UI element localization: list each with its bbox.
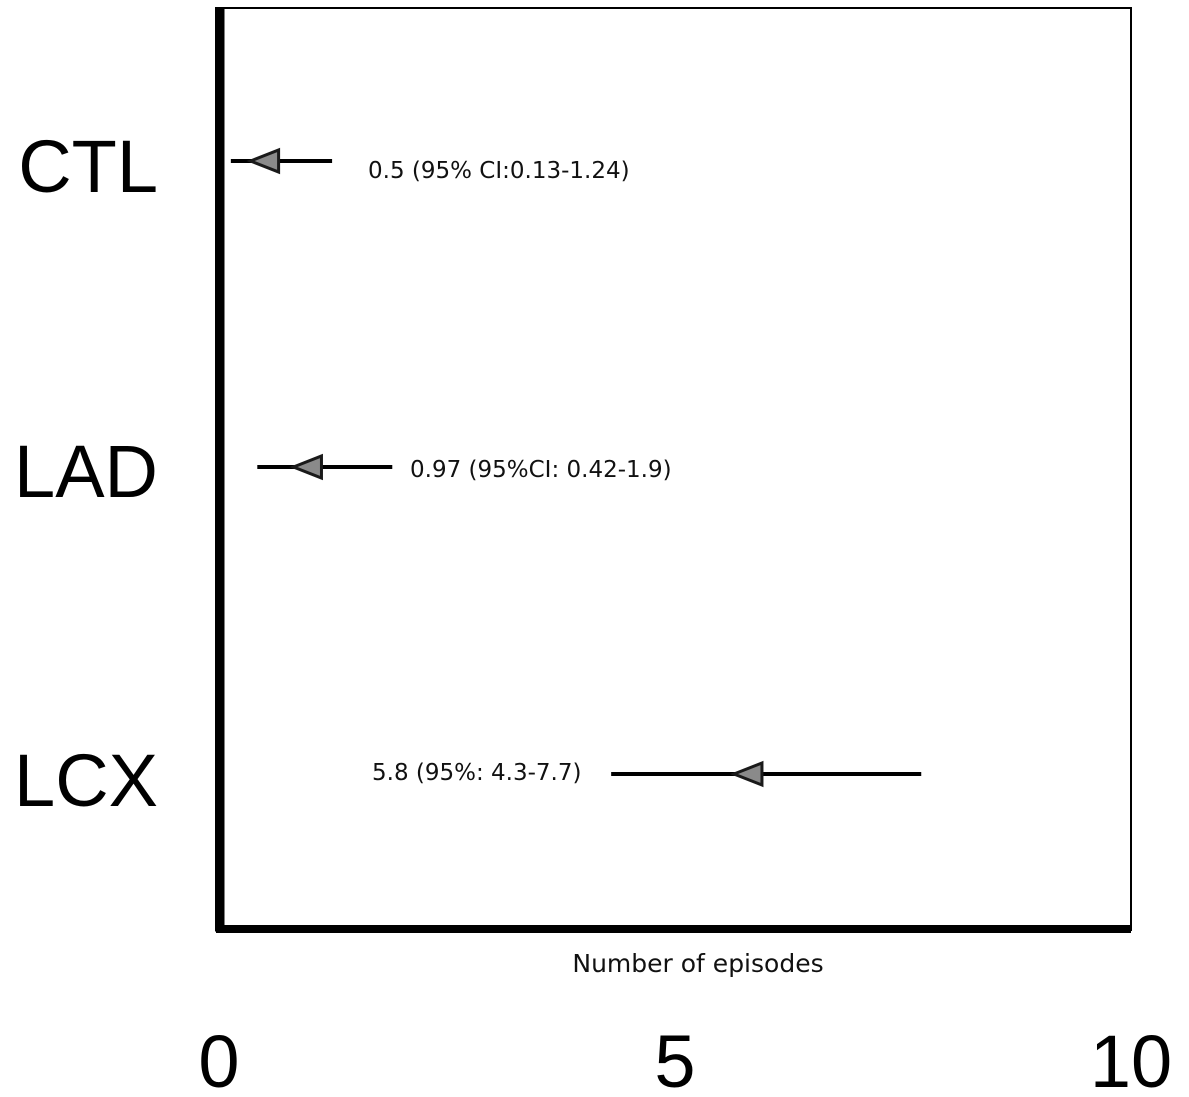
x-tick-label-0: 0 — [198, 1020, 239, 1097]
annotation-lad: 0.97 (95%CI: 0.42-1.9) — [410, 457, 672, 483]
x-tick-label-10: 10 — [1090, 1020, 1172, 1097]
estimate-marker-ctl — [246, 147, 281, 175]
annotation-lcx: 5.8 (95%: 4.3-7.7) — [372, 760, 581, 786]
estimate-marker-lad — [289, 453, 323, 481]
annotation-ctl: 0.5 (95% CI:0.13-1.24) — [368, 158, 630, 184]
x-axis-title: Number of episodes — [572, 949, 823, 978]
category-label-lcx: LCX — [14, 739, 158, 822]
estimate-marker-lcx — [729, 760, 764, 788]
category-label-lad: LAD — [14, 430, 158, 513]
category-label-ctl: CTL — [18, 125, 158, 208]
x-tick-label-5: 5 — [654, 1020, 695, 1097]
